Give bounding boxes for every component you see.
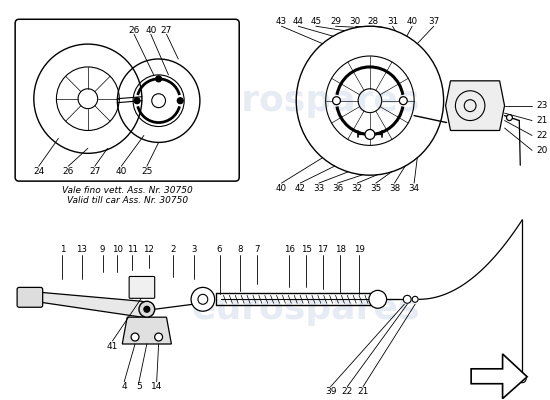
Circle shape	[139, 301, 155, 317]
Text: 10: 10	[112, 245, 123, 254]
Polygon shape	[122, 317, 172, 344]
Circle shape	[198, 294, 208, 304]
Circle shape	[518, 375, 526, 383]
Text: 1: 1	[59, 245, 65, 254]
Text: 43: 43	[276, 17, 287, 26]
Polygon shape	[446, 81, 504, 130]
Text: 31: 31	[387, 17, 398, 26]
Text: 40: 40	[406, 17, 418, 26]
Circle shape	[365, 130, 375, 140]
Text: 35: 35	[370, 184, 382, 192]
Text: 11: 11	[126, 245, 138, 254]
Text: 34: 34	[409, 184, 420, 192]
Text: 2: 2	[170, 245, 176, 254]
Text: 3: 3	[191, 245, 197, 254]
Text: 37: 37	[428, 17, 439, 26]
Text: 14: 14	[151, 382, 162, 391]
Text: 38: 38	[389, 184, 400, 192]
Text: Valid till car Ass. Nr. 30750: Valid till car Ass. Nr. 30750	[67, 196, 188, 205]
Text: 26: 26	[128, 26, 140, 35]
Circle shape	[156, 76, 162, 82]
Text: eurospares: eurospares	[192, 84, 420, 118]
Text: 6: 6	[217, 245, 222, 254]
Text: 16: 16	[284, 245, 295, 254]
Text: 42: 42	[295, 184, 306, 192]
Text: 39: 39	[325, 387, 337, 396]
Text: 24: 24	[33, 167, 45, 176]
Text: 5: 5	[136, 382, 142, 391]
Text: 21: 21	[536, 116, 547, 125]
Text: 28: 28	[367, 17, 378, 26]
Circle shape	[369, 290, 387, 308]
Text: 29: 29	[330, 17, 341, 26]
Circle shape	[507, 114, 513, 120]
Text: 40: 40	[145, 26, 156, 35]
Text: 27: 27	[89, 167, 101, 176]
Text: 41: 41	[107, 342, 118, 352]
Text: 30: 30	[350, 17, 361, 26]
Text: 15: 15	[300, 245, 311, 254]
Circle shape	[134, 98, 140, 104]
Circle shape	[412, 296, 418, 302]
Circle shape	[399, 97, 407, 105]
Text: 7: 7	[254, 245, 260, 254]
FancyBboxPatch shape	[15, 19, 239, 181]
Circle shape	[131, 333, 139, 341]
Text: 27: 27	[161, 26, 172, 35]
FancyBboxPatch shape	[129, 276, 155, 298]
Text: 20: 20	[536, 146, 547, 155]
Text: 21: 21	[358, 387, 368, 396]
Text: 12: 12	[144, 245, 155, 254]
Polygon shape	[41, 292, 152, 317]
Text: 22: 22	[342, 387, 353, 396]
Circle shape	[155, 333, 163, 341]
Text: 18: 18	[335, 245, 346, 254]
Text: 19: 19	[354, 245, 365, 254]
Text: 45: 45	[310, 17, 321, 26]
Text: 22: 22	[536, 131, 547, 140]
Text: 40: 40	[116, 167, 127, 176]
FancyBboxPatch shape	[17, 287, 43, 307]
Text: 26: 26	[63, 167, 74, 176]
Text: 23: 23	[536, 101, 547, 110]
Text: 25: 25	[141, 167, 152, 176]
Text: 9: 9	[100, 245, 105, 254]
Text: Vale fino vett. Ass. Nr. 30750: Vale fino vett. Ass. Nr. 30750	[62, 186, 192, 195]
Circle shape	[191, 287, 214, 311]
Polygon shape	[471, 354, 527, 399]
Text: 36: 36	[332, 184, 343, 192]
Circle shape	[144, 306, 150, 312]
Text: 32: 32	[351, 184, 362, 192]
Circle shape	[333, 97, 340, 105]
Text: 33: 33	[313, 184, 324, 192]
Text: 13: 13	[76, 245, 87, 254]
Circle shape	[177, 98, 183, 104]
Circle shape	[403, 295, 411, 303]
Text: 4: 4	[122, 382, 127, 391]
Text: eurospares: eurospares	[192, 292, 420, 326]
Text: 44: 44	[293, 17, 304, 26]
Text: 8: 8	[238, 245, 243, 254]
Text: 40: 40	[276, 184, 287, 192]
Text: 17: 17	[317, 245, 328, 254]
